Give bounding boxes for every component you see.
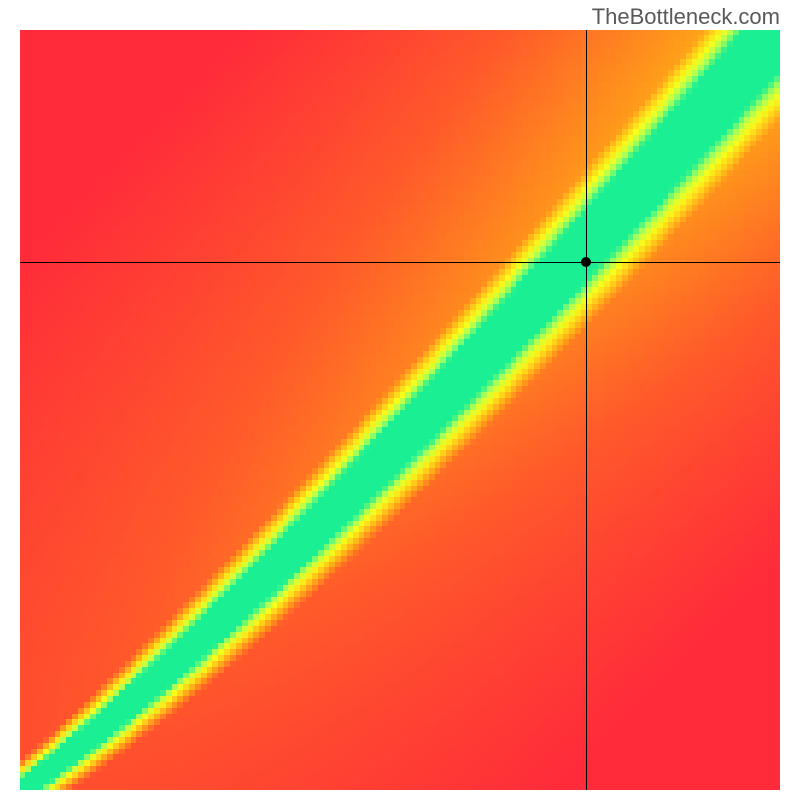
crosshair-marker — [581, 257, 591, 267]
crosshair-horizontal — [20, 262, 780, 263]
heatmap-canvas — [20, 30, 780, 790]
crosshair-vertical — [586, 30, 587, 790]
heatmap-plot — [20, 30, 780, 790]
chart-container: TheBottleneck.com — [0, 0, 800, 800]
watermark-label: TheBottleneck.com — [592, 4, 780, 30]
